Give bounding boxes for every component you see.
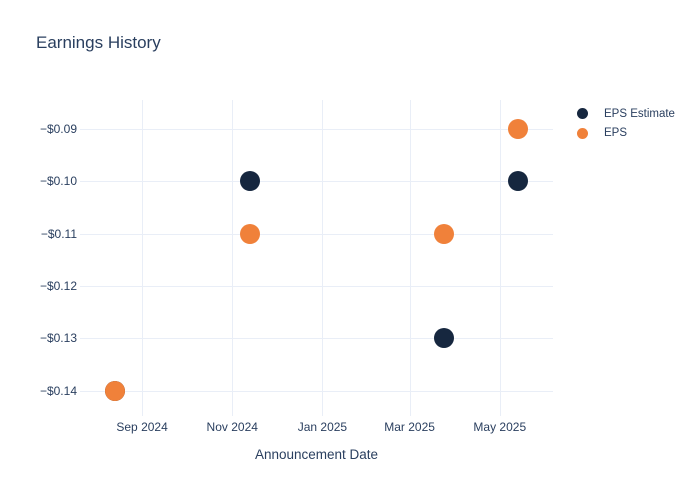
legend-swatch-icon	[577, 127, 588, 139]
x-tick-mark	[232, 411, 234, 416]
chart-title: Earnings History	[36, 33, 161, 52]
x-gridline	[232, 100, 234, 411]
x-tick-label: Nov 2024	[206, 420, 258, 434]
y-gridline	[80, 128, 553, 130]
eps-point[interactable]	[239, 223, 260, 244]
eps-point[interactable]	[433, 223, 454, 244]
x-tick-label: Sep 2024	[116, 420, 168, 434]
y-tick-label: −$0.13	[39, 331, 77, 346]
eps-estimate-point[interactable]	[239, 171, 260, 192]
y-gridline	[80, 181, 553, 183]
eps-point[interactable]	[105, 380, 126, 401]
legend-swatch-icon	[577, 108, 588, 120]
legend: EPS Estimate EPS	[577, 104, 675, 143]
y-gridline	[80, 390, 553, 392]
x-tick-label: Mar 2025	[384, 420, 435, 434]
x-tick-label: May 2025	[473, 420, 527, 434]
legend-label: EPS Estimate	[604, 107, 675, 120]
y-gridline	[80, 285, 553, 287]
x-gridline	[322, 100, 324, 411]
eps-estimate-point[interactable]	[433, 328, 454, 349]
y-tick-label: −$0.09	[39, 121, 77, 136]
y-tick-label: −$0.14	[39, 383, 77, 398]
legend-item-eps[interactable]: EPS	[577, 124, 675, 144]
y-tick-label: −$0.11	[40, 226, 77, 241]
x-tick-mark	[322, 411, 324, 416]
x-axis-title: Announcement Date	[254, 447, 379, 462]
x-tick-mark	[499, 411, 501, 416]
y-tick-label: −$0.10	[39, 174, 77, 189]
legend-item-eps-estimate[interactable]: EPS Estimate	[577, 104, 675, 124]
legend-label: EPS	[604, 127, 628, 140]
x-tick-mark	[409, 411, 411, 416]
x-tick-mark	[142, 411, 144, 416]
eps-estimate-point[interactable]	[507, 171, 528, 192]
x-tick-label: Jan 2025	[297, 420, 348, 434]
y-gridline	[80, 233, 553, 235]
x-gridline	[142, 100, 144, 411]
x-gridline	[409, 100, 411, 411]
x-gridline	[499, 100, 501, 411]
y-gridline	[80, 338, 553, 340]
eps-point[interactable]	[507, 118, 528, 139]
y-tick-label: −$0.12	[39, 278, 77, 293]
